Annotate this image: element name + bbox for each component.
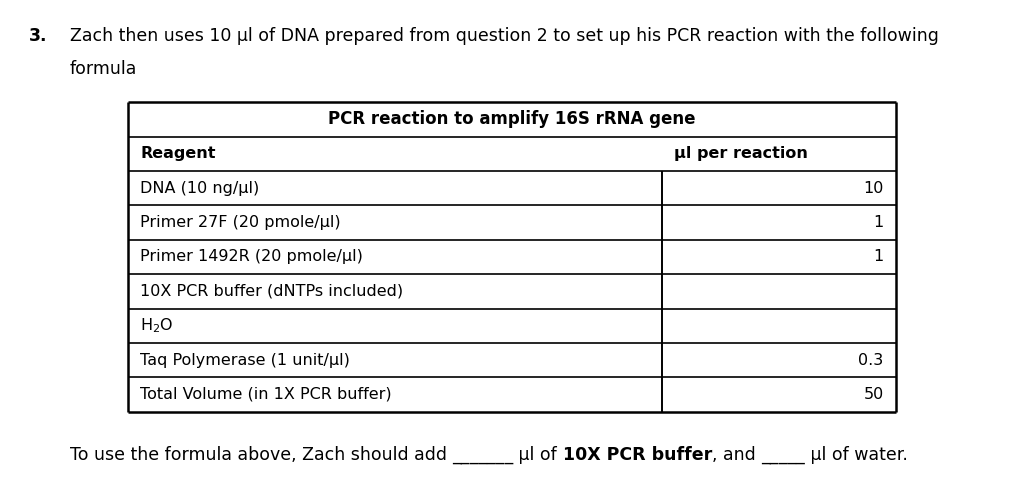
Text: DNA (10 ng/μl): DNA (10 ng/μl) <box>140 181 259 196</box>
Text: _____: _____ <box>761 446 805 464</box>
Text: PCR reaction to amplify 16S rRNA gene: PCR reaction to amplify 16S rRNA gene <box>329 110 695 128</box>
Text: 1: 1 <box>873 215 884 230</box>
Text: Primer 1492R (20 pmole/μl): Primer 1492R (20 pmole/μl) <box>140 250 364 264</box>
Text: 0.3: 0.3 <box>858 353 884 368</box>
Text: μl per reaction: μl per reaction <box>674 146 808 161</box>
Text: Primer 27F (20 pmole/μl): Primer 27F (20 pmole/μl) <box>140 215 341 230</box>
Text: To use the formula above, Zach should add: To use the formula above, Zach should ad… <box>70 446 453 464</box>
Text: 1: 1 <box>873 250 884 264</box>
Text: 10: 10 <box>863 181 884 196</box>
Text: 10X PCR buffer (dNTPs included): 10X PCR buffer (dNTPs included) <box>140 284 403 299</box>
Text: H$_2$O: H$_2$O <box>140 316 174 335</box>
Text: 50: 50 <box>863 387 884 402</box>
Text: μl of: μl of <box>513 446 562 464</box>
Text: formula: formula <box>70 60 137 78</box>
Text: Reagent: Reagent <box>140 146 216 161</box>
Text: Total Volume (in 1X PCR buffer): Total Volume (in 1X PCR buffer) <box>140 387 392 402</box>
Text: , and: , and <box>712 446 761 464</box>
Text: 3.: 3. <box>29 27 47 45</box>
Text: Zach then uses 10 μl of DNA prepared from question 2 to set up his PCR reaction : Zach then uses 10 μl of DNA prepared fro… <box>70 27 939 45</box>
Text: μl of water.: μl of water. <box>805 446 907 464</box>
Text: Taq Polymerase (1 unit/μl): Taq Polymerase (1 unit/μl) <box>140 353 350 368</box>
Text: _______: _______ <box>453 446 513 464</box>
Text: 10X PCR buffer: 10X PCR buffer <box>562 446 712 464</box>
